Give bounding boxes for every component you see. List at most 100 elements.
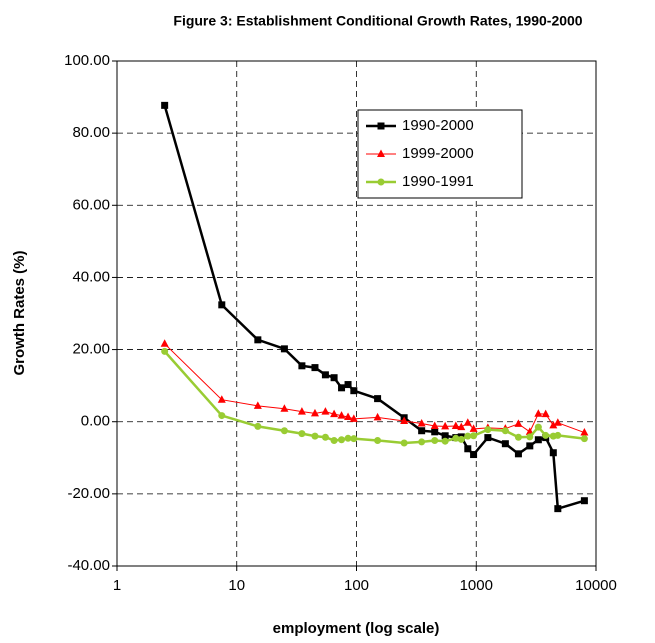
marker	[526, 442, 534, 450]
marker	[514, 419, 523, 427]
marker	[580, 435, 588, 443]
x-axis-title: employment (log scale)	[273, 620, 440, 637]
marker	[501, 440, 509, 448]
marker	[457, 435, 465, 443]
marker	[470, 432, 478, 440]
marker	[580, 497, 588, 505]
y-axis-title: Growth Rates (%)	[11, 250, 28, 375]
marker	[534, 436, 542, 444]
marker	[484, 426, 492, 434]
marker	[484, 434, 492, 442]
marker	[469, 424, 478, 432]
marker	[541, 409, 550, 418]
marker	[311, 364, 319, 372]
y-tick-label: 80.00	[72, 124, 110, 141]
marker	[254, 336, 262, 344]
marker	[350, 435, 358, 443]
marker	[338, 384, 346, 392]
marker	[553, 418, 562, 426]
marker	[430, 421, 439, 430]
marker	[470, 451, 478, 459]
marker	[321, 407, 330, 415]
legend-label: 1999-2000	[402, 145, 474, 162]
marker	[253, 401, 262, 409]
marker	[463, 418, 472, 426]
y-tick-label: 100.00	[64, 52, 110, 69]
marker	[501, 427, 509, 435]
marker	[218, 412, 226, 420]
marker	[549, 449, 557, 457]
y-tick-label: -20.00	[67, 485, 110, 502]
x-tick-label: 1000	[460, 577, 493, 594]
marker	[344, 381, 352, 389]
marker	[310, 408, 319, 417]
plot-frame	[116, 60, 597, 567]
marker	[280, 427, 288, 435]
marker	[457, 422, 466, 431]
legend-marker	[377, 149, 385, 157]
marker	[330, 374, 338, 382]
marker	[311, 432, 319, 440]
marker	[349, 414, 358, 422]
x-tick-label: 100	[344, 577, 369, 594]
legend-label: 1990-1991	[402, 173, 474, 190]
marker	[161, 347, 169, 355]
x-tick-label: 10000	[575, 577, 617, 594]
marker	[451, 421, 460, 430]
chart-title: Figure 3: Establishment Conditional Grow…	[173, 13, 582, 29]
marker	[344, 412, 353, 421]
marker	[374, 395, 382, 403]
marker	[542, 431, 550, 439]
marker	[298, 362, 306, 370]
marker	[441, 437, 449, 445]
marker	[337, 411, 346, 419]
marker	[218, 301, 226, 309]
marker	[431, 436, 439, 444]
marker	[554, 431, 562, 439]
marker	[441, 432, 449, 440]
marker	[580, 428, 589, 436]
marker	[464, 432, 472, 440]
marker	[514, 450, 522, 458]
marker	[534, 409, 543, 417]
marker	[161, 101, 169, 109]
marker	[321, 371, 329, 379]
marker	[441, 421, 450, 430]
marker	[330, 436, 338, 444]
marker	[418, 427, 426, 435]
marker	[418, 438, 426, 446]
marker	[344, 434, 352, 442]
marker	[514, 433, 522, 441]
legend-label: 1990-2000	[402, 117, 474, 134]
y-tick-label: 20.00	[72, 341, 110, 358]
marker	[400, 439, 408, 447]
y-tick-label: 0.00	[81, 413, 110, 430]
marker	[338, 436, 346, 444]
marker	[452, 434, 460, 442]
marker	[280, 404, 289, 412]
marker	[373, 412, 382, 421]
marker	[554, 505, 562, 513]
y-tick-label: 60.00	[72, 196, 110, 213]
marker	[321, 433, 329, 441]
marker	[431, 428, 439, 436]
marker	[534, 423, 542, 431]
marker	[417, 419, 426, 427]
marker	[330, 409, 339, 418]
legend-marker	[377, 122, 385, 130]
marker	[400, 416, 409, 424]
marker	[374, 436, 382, 444]
marker	[160, 339, 169, 347]
y-tick-label: 40.00	[72, 268, 110, 285]
x-tick-label: 1	[113, 577, 121, 594]
x-tick-label: 10	[228, 577, 245, 594]
marker	[217, 395, 226, 403]
marker	[298, 430, 306, 438]
marker	[350, 387, 358, 395]
marker	[254, 422, 262, 430]
marker	[464, 445, 472, 453]
legend-marker	[377, 178, 385, 186]
marker	[526, 433, 534, 441]
